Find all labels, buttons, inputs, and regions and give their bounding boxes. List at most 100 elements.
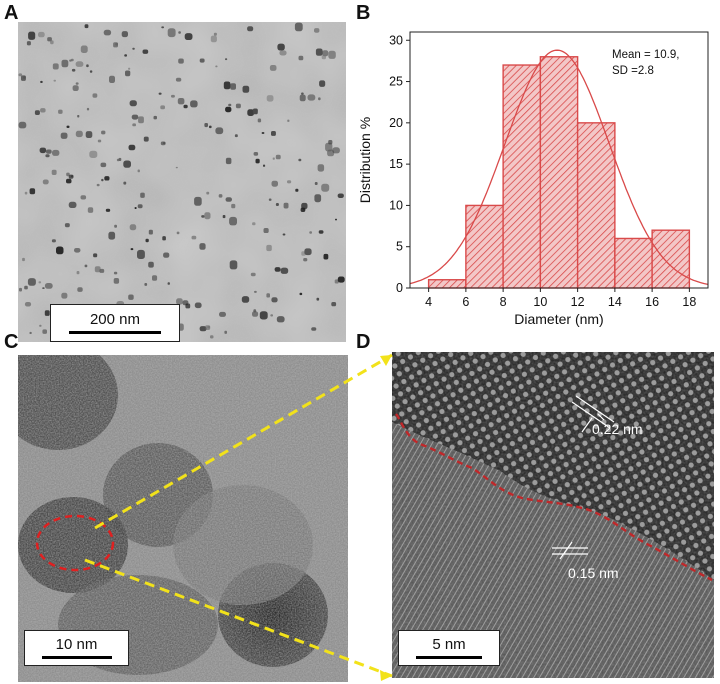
y-tick-label: 30 [389, 33, 403, 47]
nanoparticle [18, 121, 27, 129]
nanoparticle [178, 58, 184, 64]
nanoparticle [222, 215, 226, 219]
x-tick-label: 10 [533, 295, 547, 309]
nanoparticle [321, 55, 326, 60]
nanoparticle [124, 54, 127, 57]
nanoparticle [271, 180, 278, 187]
nanoparticle [75, 61, 84, 67]
nanoparticle [315, 48, 323, 56]
nanoparticle [301, 92, 304, 95]
nanoparticle [42, 329, 47, 334]
nanoparticle [113, 271, 118, 275]
nanoparticle [282, 233, 286, 236]
nanoparticle [280, 267, 289, 274]
nanoparticle [274, 267, 281, 272]
x-tick-label: 6 [462, 295, 469, 309]
nanoparticle [204, 123, 208, 128]
nanoparticle [206, 191, 210, 195]
histogram-svg: 4 6 8 10 12 14 16 18 0 5 10 15 20 25 30 Diameter (nm)… [357, 31, 709, 327]
nanoparticle [138, 116, 144, 124]
nanoparticle [269, 65, 277, 71]
nanoparticle [76, 271, 80, 275]
y-tick-label: 10 [389, 198, 403, 212]
stats-annotation-mean: Mean = 10.9, [612, 49, 679, 61]
nanoparticle [314, 182, 318, 185]
nanoparticle [287, 119, 290, 122]
nanoparticle [271, 297, 278, 303]
nanoparticle [38, 281, 42, 284]
scalebar-a: 200 nm [50, 304, 180, 342]
nanoparticle [287, 180, 292, 184]
nanoparticle [215, 65, 218, 68]
hrtem-image-d: 0.22 nm 0.15 nm 5 nm [392, 352, 714, 678]
nanoparticle [317, 164, 325, 172]
nanoparticle [58, 109, 63, 114]
nanoparticle [105, 208, 111, 212]
nanoparticle [275, 203, 279, 206]
nanoparticle [47, 37, 52, 42]
nanoparticle [109, 75, 115, 83]
nanoparticle [209, 125, 212, 129]
nanoparticle [68, 174, 74, 179]
nanoparticle [225, 58, 228, 61]
nanoparticle [252, 222, 256, 226]
nanoparticle [183, 104, 188, 109]
nanoparticle [241, 296, 250, 303]
nanoparticle [66, 178, 72, 184]
nanoparticle [334, 279, 339, 284]
nanoparticle [51, 239, 56, 243]
nanoparticle [92, 93, 98, 98]
nanoparticle [130, 248, 134, 251]
nanoparticle [175, 77, 182, 82]
nanoparticle [34, 110, 40, 115]
nanoparticle [235, 103, 241, 109]
nanoparticle [327, 149, 335, 157]
nanoparticle [142, 49, 149, 54]
nanoparticle [318, 230, 324, 234]
nanoparticle [132, 47, 135, 50]
nanoparticle [160, 105, 165, 110]
scalebar-d-line [416, 656, 482, 659]
nanoparticle [123, 160, 131, 168]
nanoparticle [108, 231, 116, 240]
nanoparticle [80, 195, 87, 200]
nanoparticle [80, 45, 88, 53]
nanoparticle [247, 109, 254, 116]
fringe-marker-lower [552, 541, 588, 560]
connector-bottom-arrow [380, 670, 392, 681]
nanoparticle [275, 154, 281, 160]
nanoparticle [263, 164, 266, 167]
x-axis-label: Diameter (nm) [514, 311, 603, 327]
plot-frame [409, 31, 709, 289]
nanoparticle [204, 212, 211, 220]
nanoparticle [148, 261, 154, 268]
nanoparticle [86, 64, 89, 68]
nanoparticle [75, 82, 79, 85]
fringe-label-upper: 0.22 nm [592, 421, 643, 437]
y-tick-label: 0 [396, 281, 403, 295]
nanoparticle [38, 31, 45, 38]
nanoparticle [70, 58, 74, 62]
nanoparticle [271, 131, 276, 136]
nanoparticle [132, 123, 136, 127]
nanoparticle [199, 243, 206, 250]
nanoparticle [40, 80, 43, 83]
nanoparticle [163, 252, 170, 258]
nanoparticle [121, 31, 128, 38]
nanoparticle [332, 147, 340, 154]
nanoparticle [44, 310, 50, 316]
nanoparticle [301, 202, 308, 210]
x-tick-label: 16 [645, 295, 659, 309]
x-ticks: 4 6 8 10 12 14 16 18 [425, 288, 696, 309]
y-axis-label: Distribution % [357, 117, 373, 203]
nanoparticle [215, 127, 224, 135]
panel-letter-c: C [4, 331, 19, 353]
nanoparticle [182, 300, 189, 306]
nanoparticle [86, 107, 90, 111]
y-tick-label: 5 [396, 240, 403, 254]
nanoparticle [84, 264, 88, 268]
nanoparticle [213, 32, 217, 36]
nanoparticle [210, 335, 214, 339]
nanoparticle [314, 194, 322, 203]
nanoparticle [176, 231, 180, 235]
